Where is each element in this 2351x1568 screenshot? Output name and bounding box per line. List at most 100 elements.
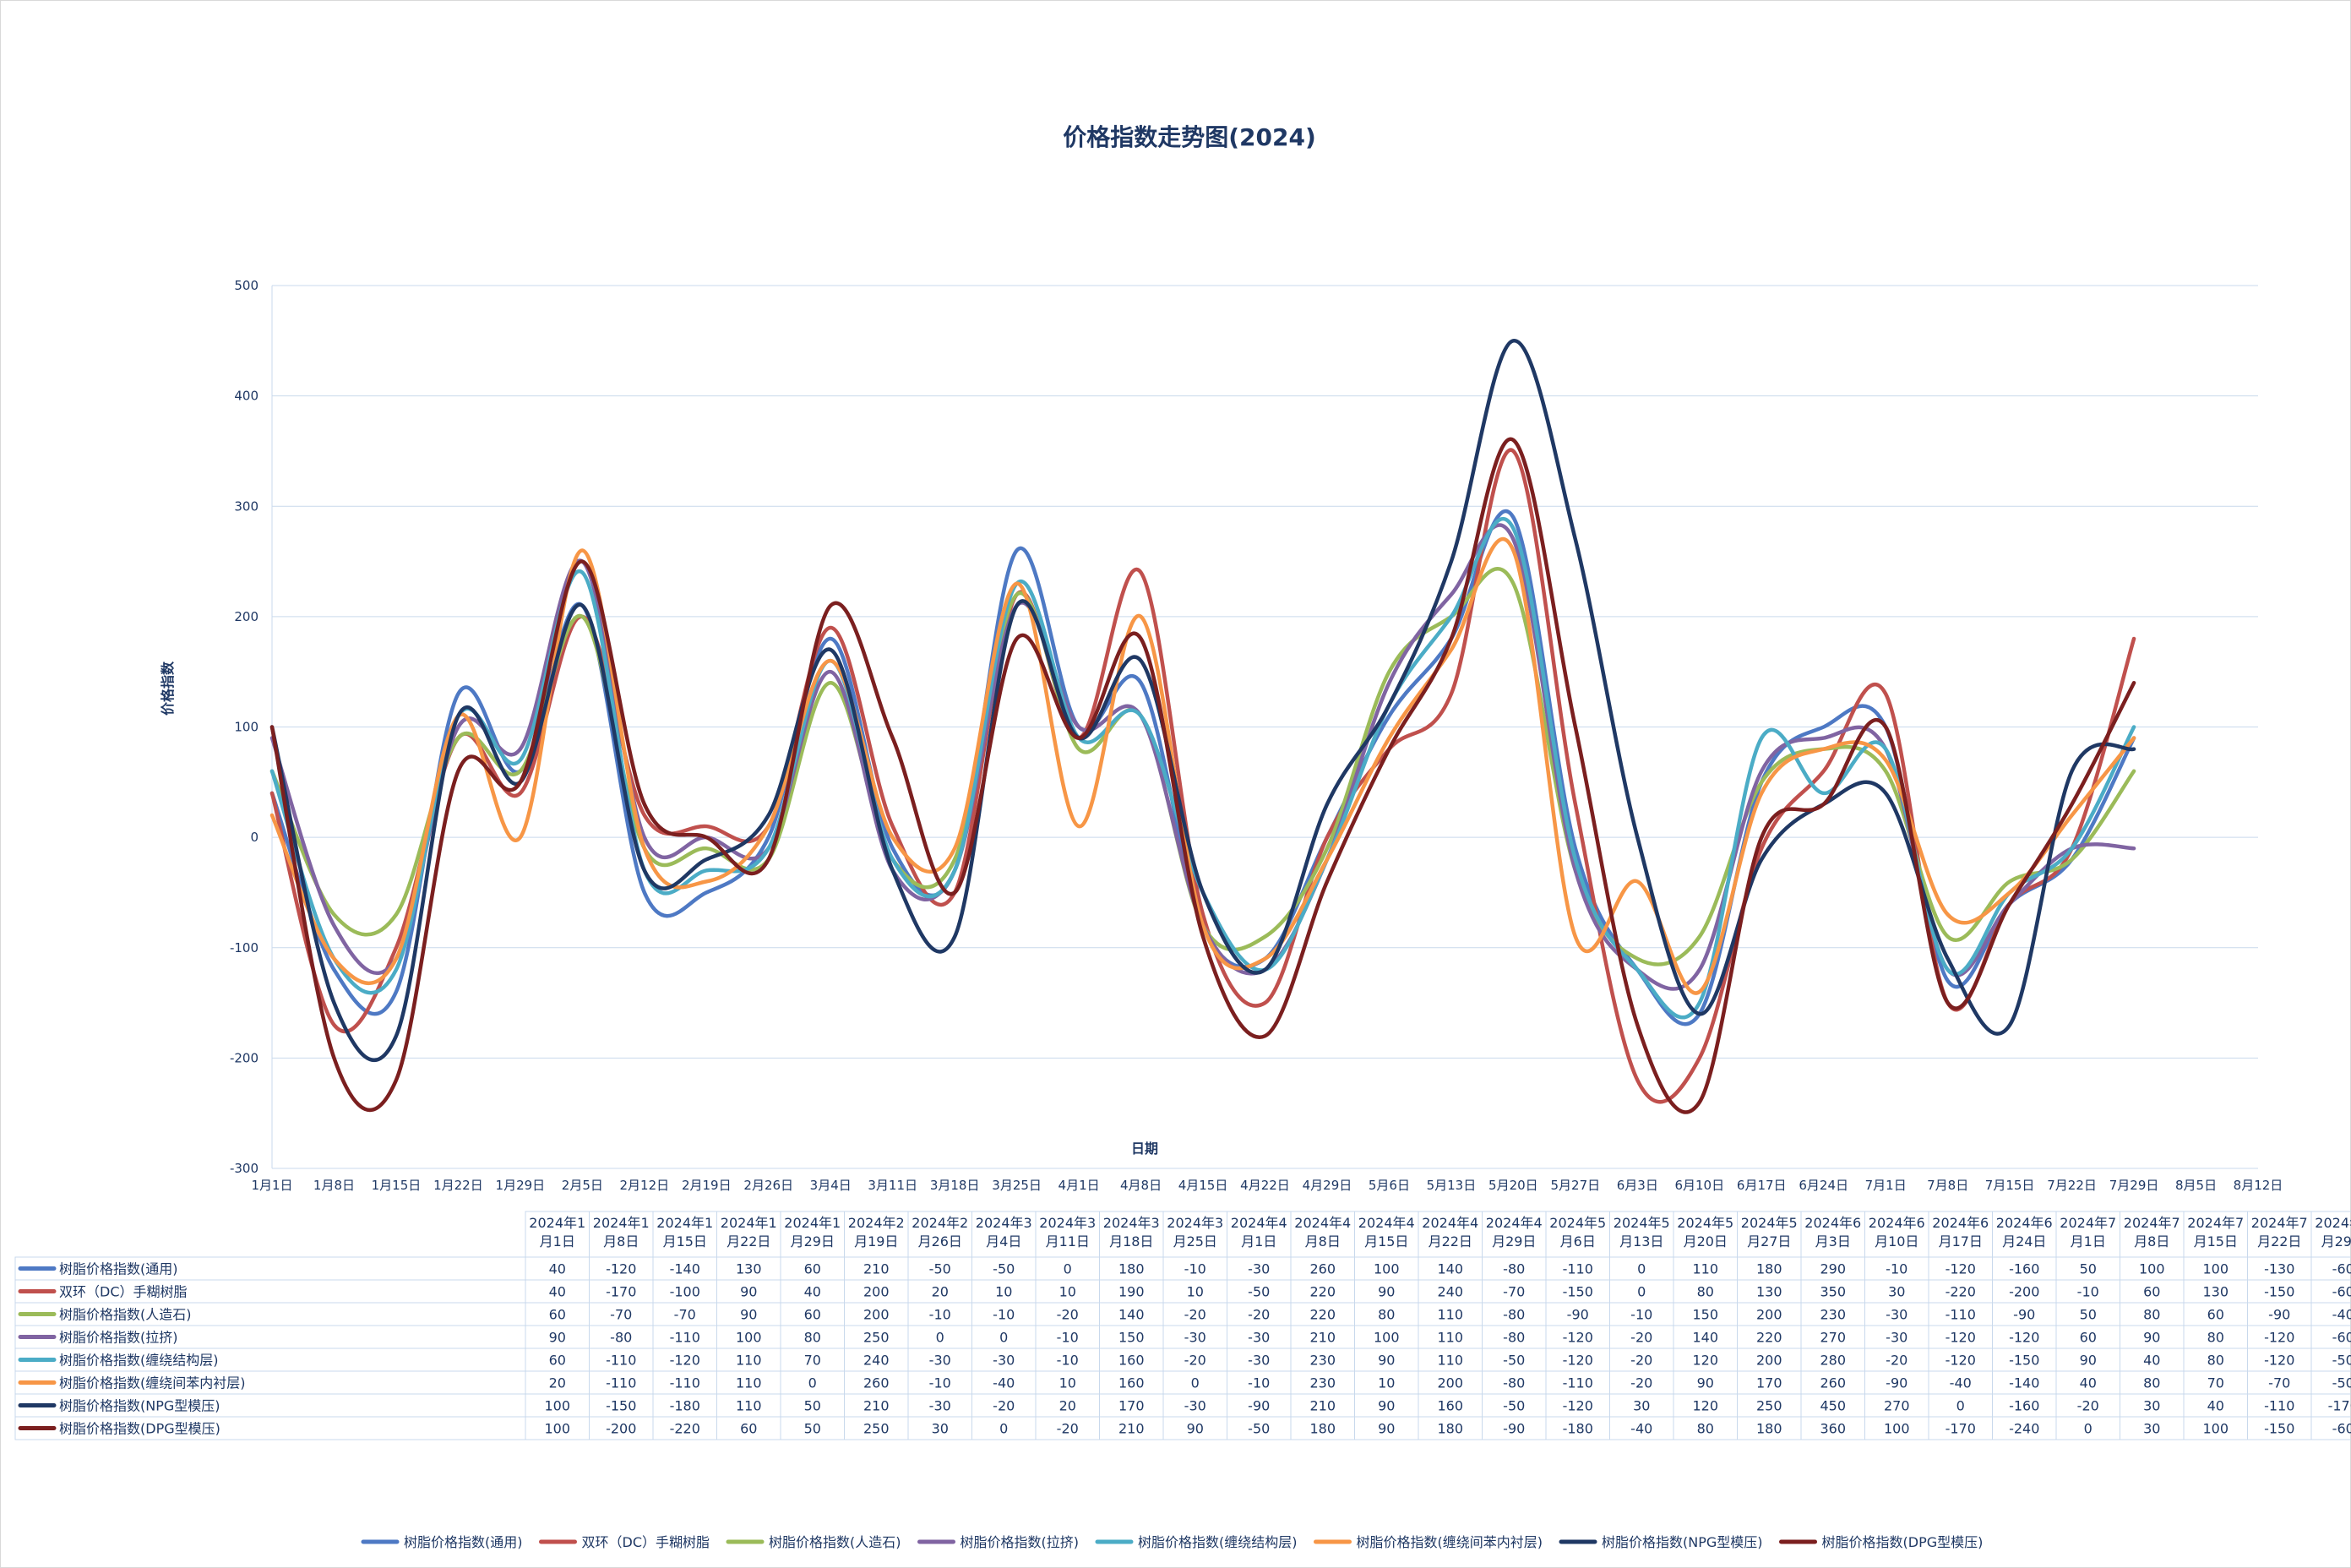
- table-cell: -120: [2264, 1330, 2294, 1346]
- legend-label-2: 双环（DC）手糊树脂: [582, 1534, 710, 1550]
- table-cell: 120: [1692, 1398, 1718, 1414]
- table-cell: -200: [2009, 1284, 2039, 1300]
- table-cell: 120: [1692, 1353, 1718, 1369]
- table-cell: 110: [736, 1353, 762, 1369]
- series-line-1: [269, 509, 2136, 1026]
- table-cell: -120: [670, 1353, 700, 1369]
- table-header-cell: 2024年1: [529, 1215, 585, 1231]
- table-cell: 10: [1378, 1375, 1395, 1391]
- table-cell: -110: [2264, 1398, 2294, 1414]
- table-header-cell: 2024年4: [1294, 1215, 1351, 1231]
- legend-label-1: 树脂价格指数(通用): [404, 1534, 523, 1550]
- table-cell: 80: [2143, 1375, 2160, 1391]
- y-axis-ticks: -300 -200 -100 0 100 200 300 400 500: [230, 278, 259, 1176]
- table-header-cell: 2024年7: [2187, 1215, 2244, 1231]
- x-tick-label: 2月12日: [619, 1178, 669, 1193]
- table-cell: -110: [1946, 1307, 1976, 1323]
- x-tick-label: 5月6日: [1369, 1178, 1410, 1193]
- table-cell: -20: [993, 1398, 1015, 1414]
- table-cell: -120: [1946, 1330, 1976, 1346]
- table-cell: -20: [1630, 1375, 1652, 1391]
- table-cell: -90: [2013, 1307, 2035, 1323]
- table-header-cell: 月22日: [2257, 1233, 2301, 1250]
- table-header-cell: 2024年6: [1869, 1215, 1925, 1231]
- table-cell: 360: [1820, 1421, 1846, 1437]
- table-cell: -30: [1184, 1330, 1206, 1346]
- table-header-cell: 月4日: [986, 1233, 1021, 1250]
- table-header-cell: 月1日: [1241, 1233, 1276, 1250]
- table-cell: 180: [1437, 1421, 1463, 1437]
- table-cell: 10: [1059, 1375, 1076, 1391]
- table-cell: -40: [1950, 1375, 1972, 1391]
- table-cell: 140: [1118, 1307, 1145, 1323]
- table-cell: -50: [1503, 1353, 1525, 1369]
- table-cell: -40: [993, 1375, 1015, 1391]
- table-cell: 90: [1378, 1353, 1395, 1369]
- table-cell: 220: [1309, 1284, 1336, 1300]
- table-cell: 210: [863, 1398, 890, 1414]
- table-header-cell: 月29日: [2321, 1233, 2351, 1250]
- table-cell: 100: [2139, 1261, 2165, 1277]
- table-cell: -50: [1248, 1284, 1270, 1300]
- table-cell: 0: [1956, 1398, 1965, 1414]
- table-cell: -10: [2077, 1284, 2099, 1300]
- table-cell: 50: [804, 1398, 821, 1414]
- table-cell: -110: [606, 1375, 636, 1391]
- table-header-cell: 2024年6: [1932, 1215, 1989, 1231]
- table-cell: -20: [1057, 1421, 1079, 1437]
- table-row-name: 树脂价格指数(缠绕间苯内衬层): [59, 1375, 246, 1391]
- table-cell: -60: [2332, 1330, 2351, 1346]
- table-cell: 130: [2202, 1284, 2229, 1300]
- table-cell: -80: [1503, 1261, 1525, 1277]
- table-cell: -30: [993, 1353, 1015, 1369]
- table-cell: 230: [1309, 1353, 1336, 1369]
- table-cell: 60: [549, 1307, 566, 1323]
- table-header-cell: 月3日: [1815, 1233, 1851, 1250]
- table-cell: -220: [1946, 1284, 1976, 1300]
- legend-label-4: 树脂价格指数(拉挤): [961, 1534, 1080, 1550]
- table-cell: 210: [1309, 1330, 1336, 1346]
- legend-label-6: 树脂价格指数(缠绕间苯内衬层): [1357, 1534, 1543, 1550]
- table-cell: 140: [1437, 1261, 1463, 1277]
- x-tick-label: 1月29日: [496, 1178, 546, 1193]
- y-tick-label: 300: [234, 498, 259, 514]
- table-cell: 100: [544, 1421, 570, 1437]
- x-tick-label: 1月22日: [433, 1178, 483, 1193]
- x-tick-label: 4月29日: [1303, 1178, 1352, 1193]
- table-cell: 40: [2143, 1353, 2160, 1369]
- table-header-cell: 月8日: [603, 1233, 639, 1250]
- table-cell: -10: [1630, 1307, 1652, 1323]
- table-row-name: 树脂价格指数(人造石): [59, 1307, 192, 1323]
- table-cell: 160: [1118, 1375, 1145, 1391]
- table-header-cell: 月8日: [1305, 1233, 1341, 1250]
- table-cell: 170: [1118, 1398, 1145, 1414]
- table-cell: -30: [929, 1353, 951, 1369]
- table-cell: -50: [2332, 1353, 2351, 1369]
- table-cell: 10: [1187, 1284, 1204, 1300]
- series-line-3: [269, 567, 2136, 966]
- table-header-cell: 2024年1: [784, 1215, 841, 1231]
- table-cell: 200: [1756, 1353, 1782, 1369]
- table-cell: 110: [1437, 1353, 1463, 1369]
- table-cell: -30: [1248, 1353, 1270, 1369]
- table-cell: -70: [674, 1307, 696, 1323]
- table-cell: -150: [1563, 1284, 1593, 1300]
- table-cell: 0: [1191, 1375, 1200, 1391]
- legend-label-5: 树脂价格指数(缠绕结构层): [1138, 1534, 1298, 1550]
- table-cell: 90: [740, 1284, 757, 1300]
- table-cell: -30: [1248, 1261, 1270, 1277]
- table-cell: 50: [2080, 1261, 2097, 1277]
- table-cell: -10: [1248, 1375, 1270, 1391]
- table-cell: 30: [1888, 1284, 1905, 1300]
- table-cell: 0: [999, 1330, 1008, 1346]
- table-cell: 250: [1756, 1398, 1782, 1414]
- table-cell: 70: [2207, 1375, 2224, 1391]
- x-tick-label: 2月5日: [562, 1178, 603, 1193]
- table-cell: 60: [804, 1261, 821, 1277]
- table-cell: -30: [1886, 1330, 1907, 1346]
- x-tick-label: 3月4日: [810, 1178, 852, 1193]
- table-row-name: 树脂价格指数(NPG型模压): [59, 1398, 220, 1414]
- table-header-cell: 2024年4: [1486, 1215, 1543, 1231]
- x-axis-title: 日期: [1131, 1141, 1158, 1157]
- table-header-cell: 2024年5: [1614, 1215, 1670, 1231]
